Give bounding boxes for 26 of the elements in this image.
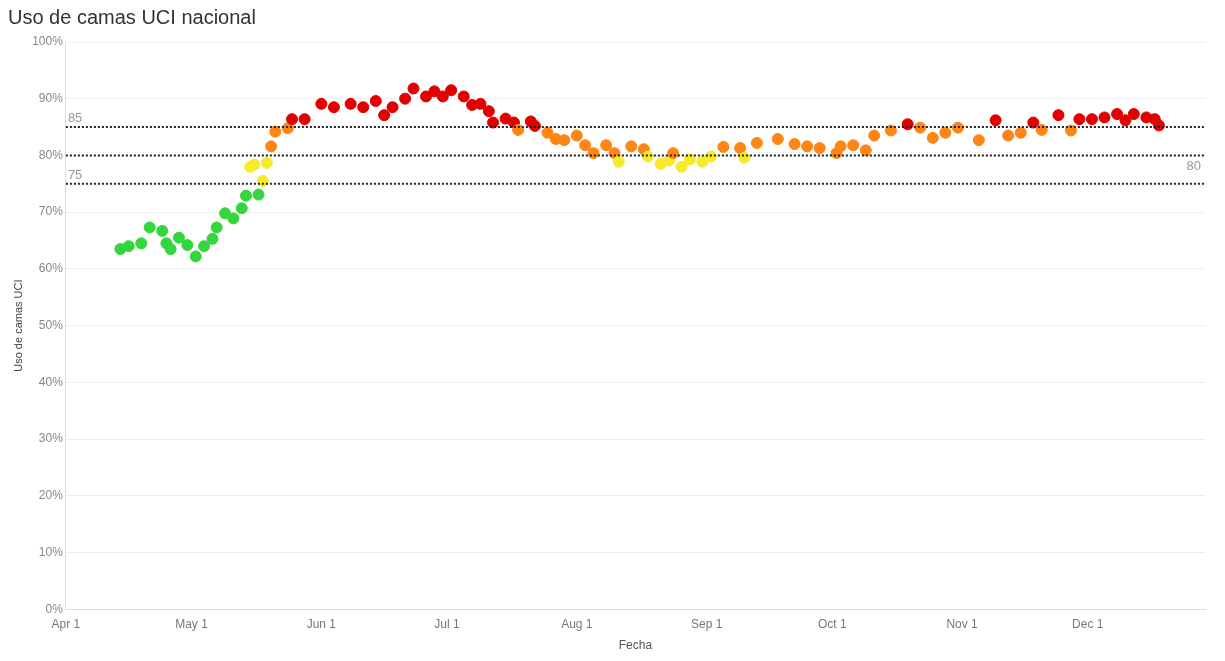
y-tick-label: 70% [38, 204, 64, 219]
x-tick-label: May 1 [175, 616, 209, 631]
x-tick-label: Jun 1 [306, 616, 337, 631]
y-tick-label: 10% [38, 544, 64, 559]
y-tick-label: 80% [38, 147, 64, 162]
ref-line-label: 75 [67, 166, 83, 182]
y-tick-label: 0% [45, 601, 64, 616]
chart-title: Uso de camas UCI nacional [8, 5, 256, 28]
y-tick-label: 50% [38, 317, 64, 332]
x-tick-label: Nov 1 [946, 616, 979, 631]
x-tick-label: Sep 1 [690, 616, 723, 631]
x-tick-label: Aug 1 [561, 616, 593, 631]
y-tick-label: 60% [38, 261, 64, 276]
x-tick-label: Dec 1 [1072, 616, 1104, 631]
x-tick-label: Oct 1 [817, 616, 847, 631]
x-axis-title: Fecha [618, 638, 653, 653]
y-tick-label: 90% [38, 91, 64, 106]
y-tick-label: 100% [32, 34, 64, 49]
y-tick-label: 30% [38, 431, 64, 446]
ref-line-label: 80 [1186, 157, 1201, 173]
y-axis-title: Uso de camas UCI [11, 279, 24, 372]
y-tick-label: 40% [38, 374, 64, 389]
y-tick-label: 20% [38, 488, 64, 503]
ref-line-label: 85 [67, 110, 83, 126]
x-tick-label: Apr 1 [51, 616, 81, 631]
x-tick-label: Jul 1 [434, 616, 460, 631]
